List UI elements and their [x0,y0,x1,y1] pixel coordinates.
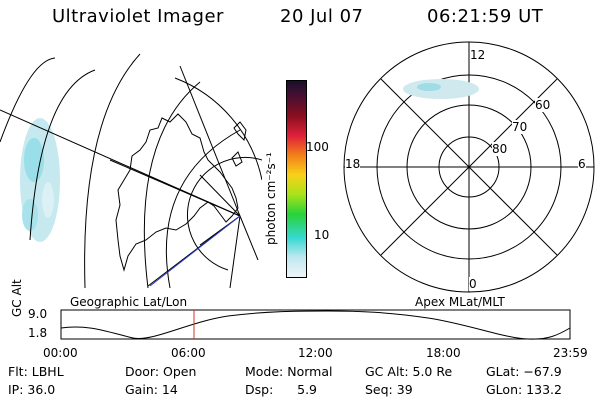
status-glon: GLon: 133.2 [486,382,562,397]
aurora-polar-emission [403,79,479,99]
orbit-xtick-0600: 06:00 [171,346,206,360]
coastline [115,113,239,272]
status-gc-alt: GC Alt: 5.0 Re [365,364,453,379]
orbit-ytick-9: 9.0 [28,307,48,321]
mlat-label-60: 60 [535,98,551,112]
orbit-xtick-1800: 18:00 [426,346,461,360]
instrument-title: Ultraviolet Imager [52,6,224,27]
orbit-xtick-2359: 23:59 [553,346,588,360]
mlat-label-80: 80 [492,142,508,156]
geo-map-label: Geographic Lat/Lon [70,295,188,309]
status-gain: Gain: 14 [125,382,178,397]
mlat-label-70: 70 [512,120,528,134]
mlt-label-6: 6 [578,157,586,171]
orbit-track [149,215,241,287]
colorbar-tick-10: 10 [314,228,330,242]
colorbar-tick-100: 100 [306,140,329,154]
geographic-map [0,53,262,288]
status-door: Door: Open [125,364,197,379]
status-dsp: Dsp: 5.9 [245,382,318,397]
orbit-ylabel: GC Alt [10,279,24,317]
orbit-altitude-plot [60,309,571,340]
orbit-ytick-1-8: 1.8 [28,326,48,340]
orbit-xtick-1200: 12:00 [298,346,333,360]
status-mode: Mode: Normal [245,364,333,379]
status-seq: Seq: 39 [365,382,413,397]
polar-map-label: Apex MLat/MLT [415,295,505,309]
mlt-label-0: 0 [469,277,477,291]
status-ip: IP: 36.0 [8,382,56,397]
aurora-geo-emission [20,118,60,242]
time-label: 06:21:59 UT [427,6,544,27]
color-scale-bar [286,80,307,278]
status-glat: GLat: −67.9 [486,364,562,379]
colorbar-unit-label: photon cm⁻²s⁻¹ [264,152,278,245]
date-label: 20 Jul 07 [280,6,364,27]
altitude-curve [60,310,571,340]
mlt-label-12: 12 [470,48,486,62]
polar-mlat-mlt-plot [343,41,595,293]
orbit-xtick-0000: 00:00 [43,346,78,360]
status-flt: Flt: LBHL [8,364,64,379]
mlt-label-18: 18 [345,157,361,171]
